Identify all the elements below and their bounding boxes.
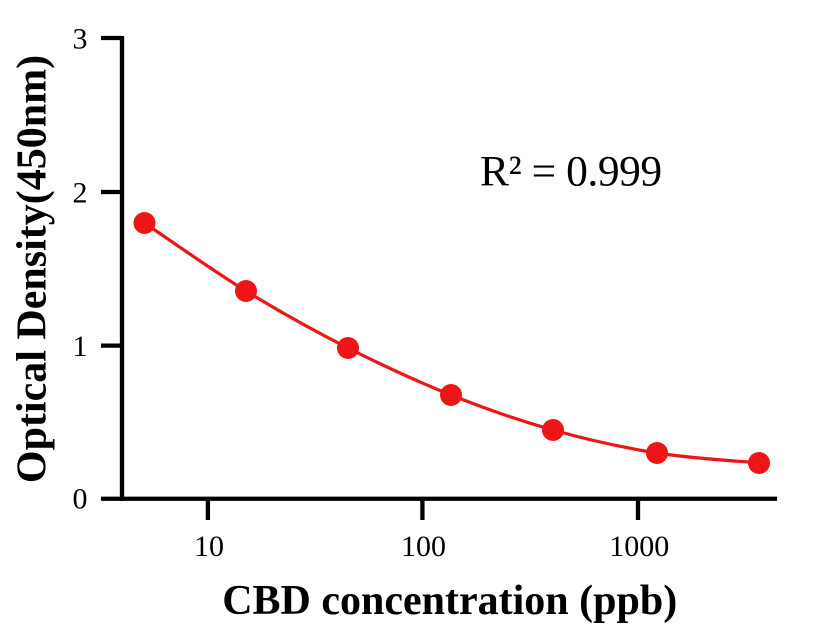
svg-text:100: 100: [401, 530, 446, 563]
svg-text:2: 2: [73, 176, 88, 209]
svg-text:CBD concentration (ppb): CBD concentration (ppb): [222, 578, 677, 624]
svg-text:1: 1: [73, 330, 88, 363]
svg-text:1000: 1000: [609, 530, 669, 563]
svg-text:10: 10: [194, 530, 224, 563]
svg-text:Optical Density(450nm): Optical Density(450nm): [10, 55, 56, 483]
svg-text:R² = 0.999: R² = 0.999: [480, 148, 662, 196]
svg-text:3: 3: [73, 22, 88, 55]
svg-text:0: 0: [73, 483, 88, 516]
